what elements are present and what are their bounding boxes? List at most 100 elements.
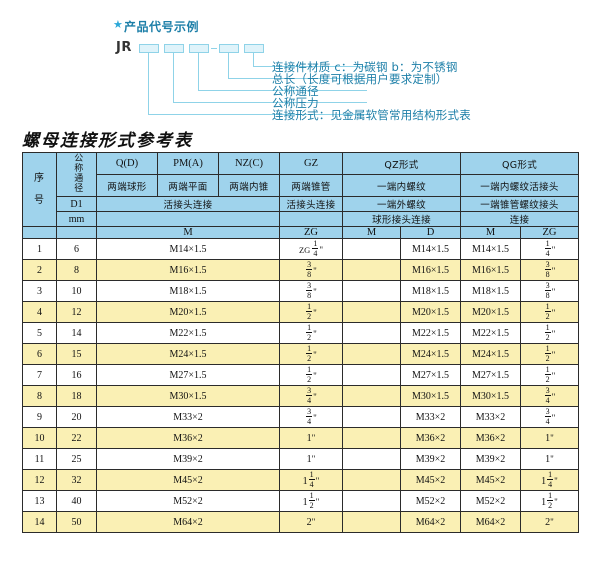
table-row: 13 40 M52×2 1 1 2 " M52×2 M52×2 1 1 2 " — [22, 490, 580, 512]
cell-qg-m: M22×1.5 — [460, 322, 521, 344]
cell-qg-zg: 1" — [519, 448, 580, 470]
leader-hline-3 — [198, 90, 367, 91]
cell-thread-m: M36×2 — [96, 427, 280, 449]
cell-qg-zg: 3 8 " — [519, 280, 580, 302]
code-box-3 — [189, 44, 209, 53]
cell-seq: 4 — [22, 301, 57, 323]
header-group-gz: GZ — [279, 152, 343, 175]
cell-thread-m: M22×1.5 — [96, 322, 280, 344]
cell-qg-m: M39×2 — [460, 448, 521, 470]
cell-qz-d: M18×1.5 — [400, 280, 461, 302]
code-prefix-jr: JR — [116, 40, 132, 55]
header-conn2-qz: 球形接头连接 — [342, 211, 461, 227]
header-conn-qz: 一端外螺纹 — [342, 196, 461, 212]
cell-gz-size: 1" — [279, 427, 343, 449]
cell-qg-zg: 1 4 " — [519, 238, 580, 260]
cell-seq: 12 — [22, 469, 57, 491]
header-unit-mm — [56, 226, 97, 239]
product-code-diagram: ★ 产品代号示例 JR 连接件材质 c：为碳钢 b：为不锈钢 总长（长度可根据用… — [0, 0, 600, 128]
cell-qg-m: M36×2 — [460, 427, 521, 449]
header-unit-qz-d: D — [400, 226, 461, 239]
header-group-qg: QG形式 — [459, 152, 580, 175]
header-row-group-codes: 序 号 公称通径 Q(D) PM(A) NZ(C) GZ QZ形式 QG形式 — [22, 152, 580, 227]
cell-nominal-bore: 14 — [56, 322, 97, 344]
cell-qz-d: M14×1.5 — [400, 238, 461, 260]
header-row-connection-2: mm 球形接头连接 连接 — [23, 211, 580, 227]
table-body: 1 6 M14×1.5 ZG 1 4 " M14×1.5 M14×1.5 1 4 " 2 8 M16×1.5… — [22, 238, 580, 533]
cell-qz-m — [342, 469, 401, 491]
cell-seq: 6 — [22, 343, 57, 365]
cell-gz-size: 1 1 4 " — [279, 469, 343, 491]
code-box-2 — [164, 44, 184, 53]
header-row-units: M ZG M D M ZG — [22, 226, 580, 239]
cell-thread-m: M27×1.5 — [96, 364, 280, 386]
cell-seq: 5 — [22, 322, 57, 344]
header-conn2-gz — [279, 211, 343, 227]
cell-nominal-bore: 25 — [56, 448, 97, 470]
cell-nominal-bore: 32 — [56, 469, 97, 491]
cell-seq: 11 — [22, 448, 57, 470]
cell-qz-d: M52×2 — [400, 490, 461, 512]
leader-vline-3 — [198, 53, 199, 90]
cell-qz-d: M64×2 — [400, 511, 461, 533]
cell-qg-zg: 2" — [519, 511, 580, 533]
cell-gz-size: 1 2 " — [279, 322, 343, 344]
cell-thread-m: M39×2 — [96, 448, 280, 470]
cell-qg-m: M20×1.5 — [460, 301, 521, 323]
code-separator-dash — [211, 48, 217, 49]
cell-qz-m — [342, 427, 401, 449]
cell-qg-m: M64×2 — [460, 511, 521, 533]
cell-qg-m: M27×1.5 — [460, 364, 521, 386]
header-conn-qg: 一端锥管螺纹接头 — [459, 196, 580, 212]
cell-thread-m: M52×2 — [96, 490, 280, 512]
cell-qg-zg: 3 8 " — [519, 259, 580, 281]
cell-thread-m: M20×1.5 — [96, 301, 280, 323]
table-row: 8 18 M30×1.5 3 4 " M30×1.5 M30×1.5 3 4 " — [22, 385, 580, 407]
nut-connection-spec-table: 序 号 公称通径 Q(D) PM(A) NZ(C) GZ QZ形式 QG形式 两… — [22, 152, 580, 533]
header-conn-qdpmnz: 活接头连接 — [96, 196, 280, 212]
header-seq-line2: 号 — [34, 194, 45, 206]
cell-qz-m — [342, 511, 401, 533]
star-icon: ★ — [113, 19, 123, 31]
cell-qg-zg: 3 4 " — [519, 406, 580, 428]
cell-qg-m: M14×1.5 — [460, 238, 521, 260]
page-title: 螺母连接形式参考表 — [22, 131, 193, 151]
leader-hline-2 — [173, 102, 367, 103]
table-row: 3 10 M18×1.5 3 8 " M18×1.5 M18×1.5 3 8 " — [22, 280, 580, 302]
cell-qg-m: M52×2 — [460, 490, 521, 512]
header-d1-label: D1 — [56, 196, 97, 212]
cell-seq: 3 — [22, 280, 57, 302]
cell-nominal-bore: 10 — [56, 280, 97, 302]
cell-qz-d: M36×2 — [400, 427, 461, 449]
header-mm-label: mm — [56, 211, 97, 227]
header-group-pma: PM(A) — [157, 152, 219, 175]
header-end-nzc: 两端内锥 — [218, 174, 280, 197]
leader-vline-2 — [173, 53, 174, 102]
cell-qg-zg: 3 4 " — [519, 385, 580, 407]
cell-qz-m — [342, 343, 401, 365]
code-box-5 — [244, 44, 264, 53]
cell-gz-size: 2" — [279, 511, 343, 533]
table-row: 12 32 M45×2 1 1 4 " M45×2 M45×2 1 1 4 " — [22, 469, 580, 491]
cell-thread-m: M64×2 — [96, 511, 280, 533]
header-unit-zg-gz: ZG — [279, 226, 343, 239]
table-header: 序 号 公称通径 Q(D) PM(A) NZ(C) GZ QZ形式 QG形式 两… — [22, 152, 580, 239]
cell-thread-m: M16×1.5 — [96, 259, 280, 281]
leader-hline-1 — [148, 114, 367, 115]
header-unit-qg-m: M — [460, 226, 521, 239]
cell-qz-m — [342, 301, 401, 323]
cell-gz-size: 3 4 " — [279, 385, 343, 407]
cell-qz-m — [342, 385, 401, 407]
leader-vline-1 — [148, 53, 149, 114]
cell-nominal-bore: 12 — [56, 301, 97, 323]
header-row-end-type: 两端球形 两端平面 两端内锥 两端锥管 一端内螺纹 一端内螺纹活接头 — [23, 174, 580, 197]
cell-qz-m — [342, 364, 401, 386]
cell-qg-zg: 1 2 " — [519, 343, 580, 365]
cell-gz-size: 3 4 " — [279, 406, 343, 428]
code-box-4 — [219, 44, 239, 53]
table-row: 6 15 M24×1.5 1 2 " M24×1.5 M24×1.5 1 2 " — [22, 343, 580, 365]
cell-qg-m: M45×2 — [460, 469, 521, 491]
leader-hline-4 — [228, 78, 367, 79]
header-end-qd: 两端球形 — [96, 174, 158, 197]
cell-qz-d: M27×1.5 — [400, 364, 461, 386]
